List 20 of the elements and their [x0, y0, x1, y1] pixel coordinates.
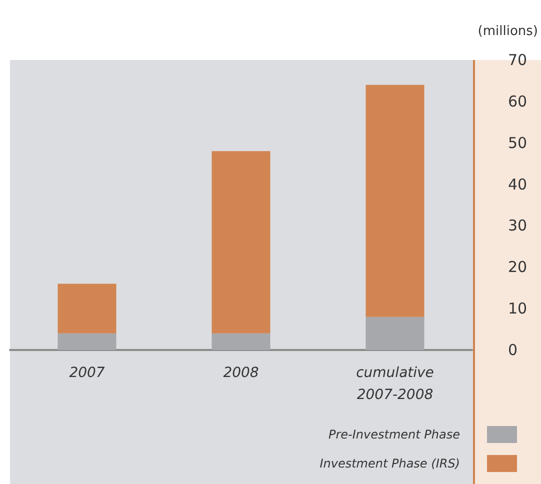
bar — [212, 333, 270, 350]
y-tick-label: 0 — [508, 341, 518, 359]
legend-label: Pre-Investment Phase — [328, 428, 460, 442]
y-tick-label: 70 — [508, 51, 528, 69]
y-tick-label: 40 — [508, 175, 528, 194]
x-tick-label: cumulative 2007-2008 — [356, 365, 434, 403]
bar — [366, 316, 424, 350]
bar — [212, 151, 270, 334]
y-tick-label: 30 — [508, 216, 528, 235]
bar — [58, 284, 116, 334]
y-tick-label: 20 — [508, 258, 528, 276]
y-axis-title: (millions) — [478, 24, 538, 39]
x-tick-label: 2007 — [69, 365, 105, 381]
y-tick-label: 10 — [508, 300, 528, 318]
x-tick-label: 2008 — [223, 365, 259, 381]
legend-label: Investment Phase (IRS) — [320, 456, 460, 470]
y-tick-label: 50 — [508, 134, 528, 152]
y-tick-label: 60 — [508, 92, 528, 110]
bar — [58, 333, 116, 350]
bar — [366, 84, 424, 317]
